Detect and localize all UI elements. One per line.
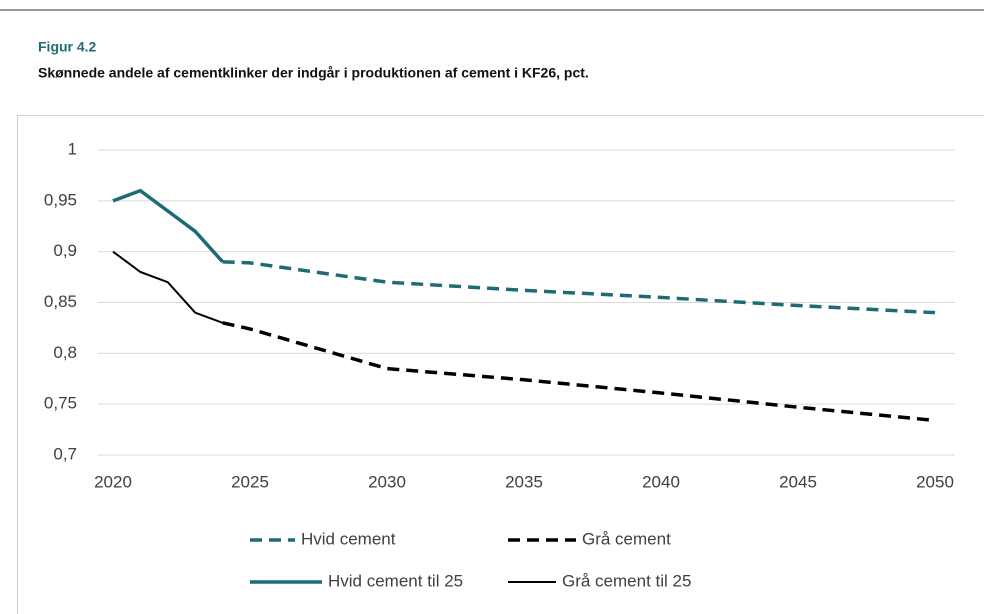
y-tick-label: 0,9 (53, 241, 77, 260)
legend-label: Hvid cement (301, 529, 396, 548)
x-tick-label: 2020 (94, 472, 132, 491)
series-line (112, 188, 224, 264)
y-tick-label: 0,8 (53, 343, 77, 362)
legend-label: Hvid cement til 25 (328, 571, 463, 590)
x-tick-label: 2030 (368, 472, 406, 491)
legend-label: Grå cement (582, 529, 671, 548)
x-tick-label: 2025 (231, 472, 269, 491)
y-tick-label: 1 (68, 139, 77, 158)
x-tick-label: 2035 (505, 472, 543, 491)
chart-subtitle: Skønnede andele af cementklinker der ind… (38, 65, 589, 81)
y-tick-label: 0,75 (44, 394, 77, 413)
chart-frame (17, 115, 984, 614)
series-line (222, 260, 936, 315)
x-tick-label: 2045 (779, 472, 817, 491)
chart-title: Figur 4.2 (38, 39, 97, 55)
y-tick-label: 0,95 (44, 190, 77, 209)
y-tick-label: 0,7 (53, 444, 77, 463)
series-line (222, 321, 936, 423)
series-line (112, 250, 223, 324)
y-tick-label: 0,85 (44, 292, 77, 311)
x-tick-label: 2040 (642, 472, 680, 491)
x-tick-label: 2050 (916, 472, 954, 491)
legend-label: Grå cement til 25 (562, 571, 691, 590)
